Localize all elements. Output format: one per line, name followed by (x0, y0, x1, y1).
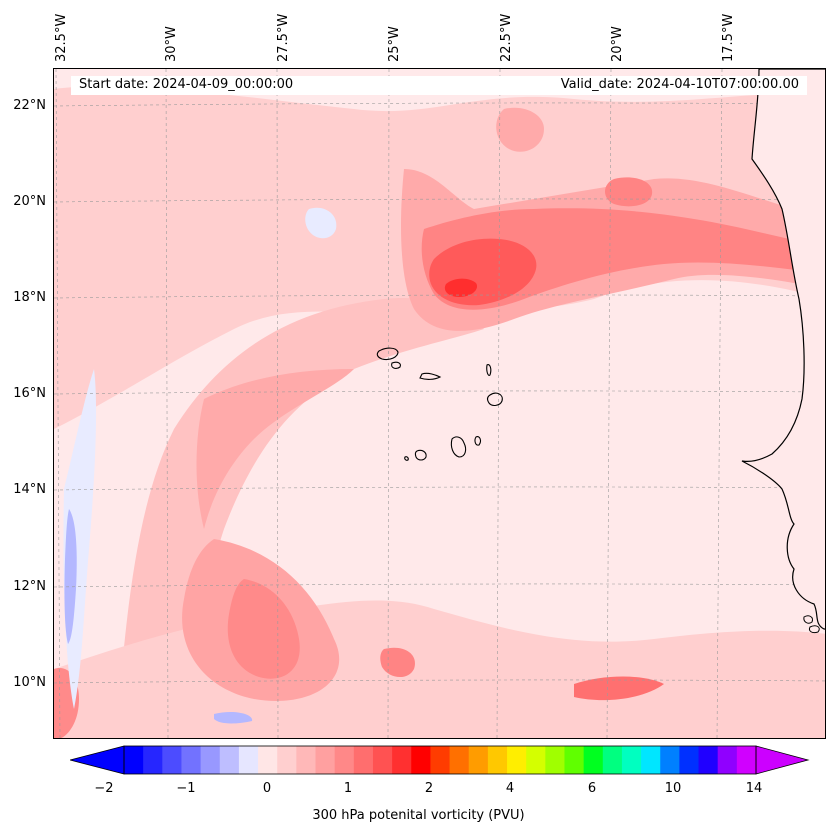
lon-label-30w: 30°W (164, 26, 179, 62)
island-sao-vicente (391, 361, 401, 369)
island-sao-nicolau (419, 372, 442, 380)
cb-tick-6: 6 (587, 781, 597, 796)
lon-label-22-5w: 22.5°W (499, 13, 514, 62)
lat-label-14n: 14°N (13, 482, 46, 497)
pv-contour-streamer-core (444, 278, 478, 297)
lat-label-22n: 22°N (13, 98, 46, 113)
island-cluster-2 (809, 625, 820, 634)
colorbar-cell (430, 746, 451, 774)
cb-tick-neg2: −2 (94, 781, 114, 796)
pv-field (54, 69, 825, 738)
colorbar-cell (258, 746, 278, 774)
colorbar-cell (564, 746, 585, 774)
colorbar-cell (698, 746, 719, 774)
colorbar-cell (621, 746, 642, 774)
lon-label-20w: 20°W (610, 26, 625, 62)
cb-tick-0: 0 (262, 781, 272, 796)
lat-label-10n: 10°N (13, 675, 46, 690)
colorbar-cell (124, 746, 144, 774)
graticule (54, 69, 825, 738)
colorbar-cell (334, 746, 355, 774)
colorbar (70, 745, 810, 775)
cb-tick-1: 1 (343, 781, 353, 796)
lon-label-17-5w: 17.5°W (721, 13, 736, 62)
start-date-label: Start date: 2024-04-09_00:00:00 (79, 77, 294, 92)
colorbar-cell (545, 746, 566, 774)
colorbar-cell (487, 746, 508, 774)
lat-label-18n: 18°N (13, 290, 46, 305)
cb-tick-2: 2 (424, 781, 434, 796)
island-santiago (450, 436, 467, 458)
pv-contour-south-core-2 (380, 647, 415, 678)
lon-label-27-5w: 27.5°W (276, 13, 291, 62)
colorbar-cells (124, 746, 757, 774)
colorbar-cell (449, 746, 470, 774)
valid-date-label: Valid_date: 2024-04-10T07:00:00.00 (560, 77, 799, 92)
pv-contour-north-blue (305, 207, 337, 239)
colorbar-cell (507, 746, 527, 774)
island-fogo (414, 449, 427, 461)
colorbar-cell (200, 746, 221, 774)
colorbar-cell (315, 746, 336, 774)
colorbar-cell (143, 746, 163, 774)
lon-label-25w: 25°W (387, 26, 402, 62)
colorbar-cell (717, 746, 738, 774)
colorbar-label: 300 hPa potenital vorticity (PVU) (312, 808, 525, 823)
island-boa-vista (487, 392, 503, 406)
pv-contour-south-blue (214, 711, 253, 724)
pv-contour-north-spot (496, 107, 544, 152)
colorbar-outline (123, 745, 757, 775)
colorbar-cell (296, 746, 317, 774)
colorbar-cell (238, 746, 259, 774)
colorbar-cell (583, 746, 604, 774)
island-cluster-1 (803, 615, 813, 624)
colorbar-cell (736, 746, 757, 774)
lat-label-20n: 20°N (13, 194, 46, 209)
pv-contour-southwest-core (227, 579, 300, 679)
colorbar-low-extension (70, 745, 125, 775)
colorbar-cell (411, 746, 432, 774)
pv-contour-west-ridge (196, 369, 354, 529)
lat-label-16n: 16°N (13, 386, 46, 401)
cb-tick-10: 10 (664, 781, 682, 796)
colorbar-cell (641, 746, 661, 774)
colorbar-cell (392, 746, 412, 774)
cb-tick-neg1: −1 (176, 781, 196, 796)
island-santo-antao (376, 347, 399, 361)
pv-contour-south-core-1 (574, 676, 664, 701)
colorbar-cell (660, 746, 680, 774)
colorbar-cell (679, 746, 700, 774)
cb-tick-14: 14 (745, 781, 763, 796)
map-panel (53, 68, 826, 739)
colorbar-cell (277, 746, 297, 774)
island-maio (474, 436, 481, 446)
colorbar-cell (162, 746, 183, 774)
lat-label-12n: 12°N (13, 579, 46, 594)
colorbar-cell (526, 746, 546, 774)
colorbar-cell (181, 746, 202, 774)
pv-contour-north-east-spot (605, 177, 653, 207)
colorbar-high-extension (755, 745, 810, 775)
date-info-bar: Start date: 2024-04-09_00:00:00 Valid_da… (71, 76, 807, 95)
colorbar-cell (353, 746, 374, 774)
lon-label-32-5w: 32.5°W (54, 13, 69, 62)
colorbar-cell (219, 746, 240, 774)
cb-tick-4: 4 (505, 781, 515, 796)
colorbar-cell (372, 746, 393, 774)
colorbar-cell (602, 746, 623, 774)
island-brava (404, 456, 409, 461)
africa-coastline (741, 69, 825, 630)
pv-contour-west-blue-core (64, 509, 77, 644)
colorbar-cell (468, 746, 489, 774)
island-sal (486, 364, 492, 376)
